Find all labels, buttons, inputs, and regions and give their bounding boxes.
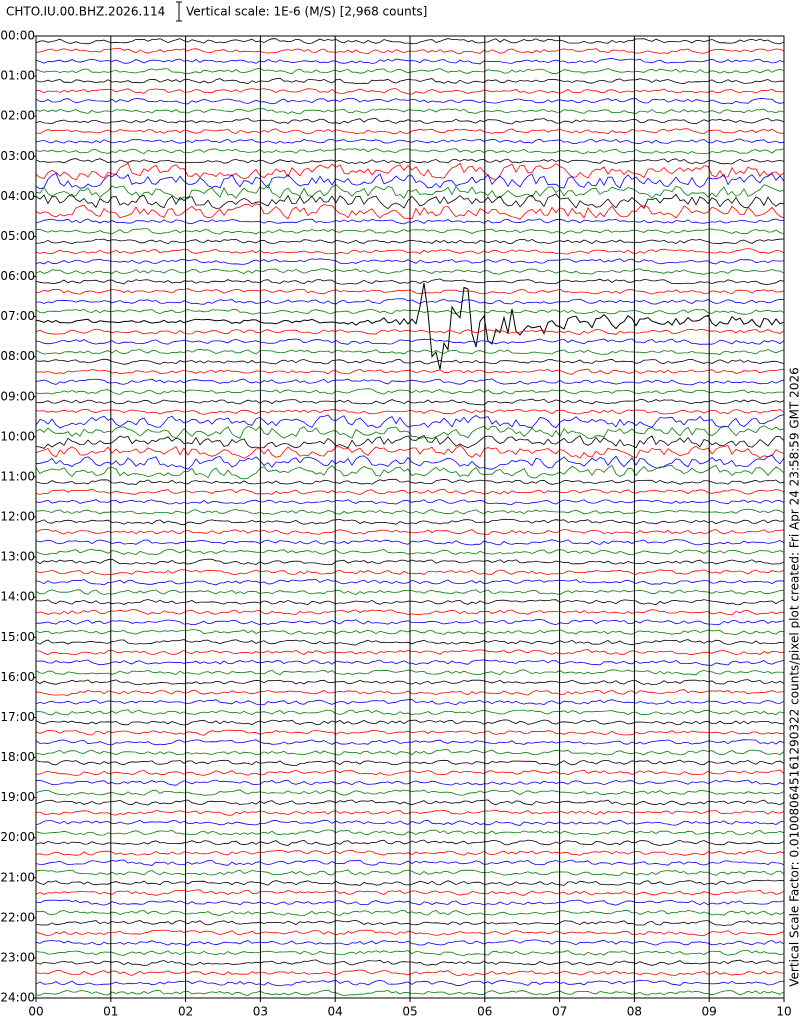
y-tick-label: 19:00 — [0, 790, 35, 804]
x-tick-label: 02 — [178, 1005, 193, 1019]
y-tick-label: 08:00 — [0, 349, 35, 363]
y-tick-label: 11:00 — [0, 469, 35, 483]
y-tick-label: 17:00 — [0, 710, 35, 724]
y-tick-label: 21:00 — [0, 870, 35, 884]
y-tick-label: 10:00 — [0, 429, 35, 443]
x-tick-label: 04 — [328, 1005, 343, 1019]
y-tick-label: 01:00 — [0, 69, 35, 83]
side-note: Vertical Scale Factor: 0.010080645161290… — [788, 367, 800, 986]
y-tick-label: 04:00 — [0, 189, 35, 203]
y-tick-label: 06:00 — [0, 269, 35, 283]
y-tick-label: 02:00 — [0, 109, 35, 123]
axes: 00 01 02 03 04 05 06 07 08 09 10 00:00 01:00 02:00 03:… — [0, 29, 791, 1019]
y-tick-label: 00:00 — [0, 29, 35, 43]
x-tick-label: 03 — [253, 1005, 268, 1019]
y-tick-label: 07:00 — [0, 309, 35, 323]
y-tick-label: 12:00 — [0, 510, 35, 524]
x-tick-label: 06 — [477, 1005, 492, 1019]
x-tick-label: 09 — [702, 1005, 717, 1019]
y-tick-label: 16:00 — [0, 670, 35, 684]
y-tick-label: 05:00 — [0, 229, 35, 243]
chart-title: CHTO.IU.00.BHZ.2026.114 — [6, 5, 165, 19]
x-tick-label: 00 — [28, 1005, 43, 1019]
y-tick-label: 18:00 — [0, 750, 35, 764]
x-tick-label: 10 — [776, 1005, 791, 1019]
x-tick-label: 08 — [627, 1005, 642, 1019]
y-tick-label: 13:00 — [0, 550, 35, 564]
scale-bar — [176, 1, 182, 22]
y-tick-label: 23:00 — [0, 950, 35, 964]
y-tick-label: 09:00 — [0, 389, 35, 403]
y-tick-label: 20:00 — [0, 830, 35, 844]
y-tick-label: 14:00 — [0, 590, 35, 604]
y-tick-label: 15:00 — [0, 630, 35, 644]
x-tick-label: 05 — [402, 1005, 417, 1019]
y-tick-label: 03:00 — [0, 149, 35, 163]
y-tick-label: 24:00 — [0, 991, 35, 1005]
x-tick-label: 01 — [103, 1005, 118, 1019]
y-tick-label: 22:00 — [0, 910, 35, 924]
x-tick-label: 07 — [552, 1005, 567, 1019]
chart-subtitle: Vertical scale: 1E-6 (M/S) [2,968 counts… — [186, 5, 427, 19]
